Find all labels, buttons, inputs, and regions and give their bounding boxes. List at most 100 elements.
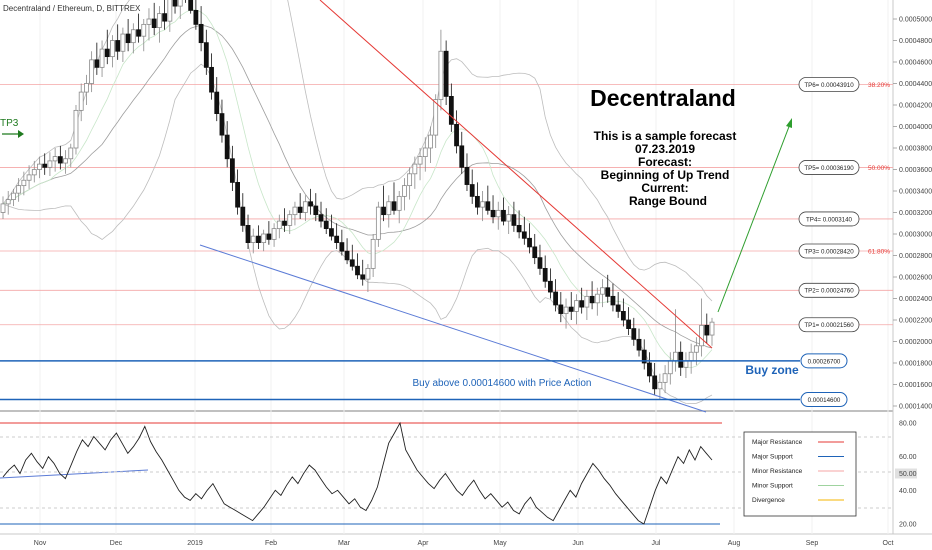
candle-body <box>673 351 678 362</box>
candle-body <box>485 201 491 211</box>
candle-body <box>125 33 131 44</box>
candle-body <box>349 259 355 267</box>
candle-body <box>454 123 459 147</box>
legend-label: Major Resistance <box>752 439 803 446</box>
candle-body <box>375 206 381 240</box>
forecast-line: This is a sample forecast <box>594 129 737 143</box>
candle-body <box>104 48 110 58</box>
candle-body <box>245 224 251 243</box>
tp3-arrow-label: TP3 <box>0 118 19 129</box>
candle-body <box>214 91 220 114</box>
moving-average <box>2 24 713 349</box>
candle-body <box>584 295 590 308</box>
fib-labels: 38.20% 50.00% 61.80% <box>868 82 890 256</box>
fib-label: 38.20% <box>868 82 890 89</box>
candle-body <box>256 235 261 243</box>
candle-body <box>594 293 600 304</box>
candle-body <box>600 287 605 295</box>
candle-body <box>229 158 235 183</box>
candle-body <box>459 145 465 168</box>
candle-body <box>631 328 637 340</box>
legend-label: Minor Resistance <box>752 468 803 475</box>
candle-body <box>47 160 53 168</box>
candle-body <box>276 220 282 230</box>
upper-band <box>2 0 713 302</box>
candle-body <box>438 50 444 101</box>
candle-body <box>0 203 6 213</box>
rsi-axis-label: 50.00 <box>899 471 917 478</box>
candle-body <box>636 338 642 351</box>
candle-body <box>521 231 527 239</box>
legend-box <box>743 431 857 517</box>
candle-body <box>31 169 37 176</box>
time-axis-label: Sep <box>806 540 819 547</box>
time-axis-label: Jun <box>572 540 583 547</box>
candle-body <box>11 192 16 200</box>
candle-body <box>16 185 22 194</box>
buy-zone-upper-callout: 0.00026700 <box>800 353 848 369</box>
candle-body <box>130 29 136 44</box>
tp-callout-text: TP1= 0.00021560 <box>804 322 854 329</box>
candle-body <box>615 304 621 312</box>
candle-body <box>355 265 360 276</box>
candle-body <box>428 134 433 149</box>
candle-body <box>94 59 100 68</box>
tp3-arrowhead <box>18 130 24 138</box>
tp-callout-box <box>798 243 860 259</box>
candle-body <box>219 113 225 136</box>
forecast-line: Forecast: <box>638 155 692 169</box>
candle-body <box>626 319 631 330</box>
candle-body <box>464 166 470 185</box>
time-axis-label: Apr <box>418 540 430 547</box>
time-axis-label: Dec <box>110 540 123 547</box>
callout-box <box>800 353 848 369</box>
candle-body <box>26 174 32 181</box>
candle-body <box>475 195 480 208</box>
candle-body <box>68 147 74 160</box>
rsi-axis: 80.00 60.00 50.00 40.00 20.00 <box>895 421 917 529</box>
tp-callouts: TP6= 0.00043910 TP5= 0.00036190 TP4= 0.000… <box>798 77 860 333</box>
candle-body <box>417 156 423 165</box>
tp-callout-box <box>798 160 860 175</box>
candle-body <box>136 29 141 37</box>
candle-body <box>657 381 663 390</box>
candle-body <box>699 324 704 347</box>
candle-body <box>292 206 298 216</box>
candle-body <box>329 228 334 237</box>
forecast-line: 07.23.2019 <box>635 142 695 156</box>
candle-body <box>391 201 397 211</box>
candle-body <box>605 287 611 297</box>
candle-body <box>42 163 48 168</box>
candle-body <box>344 250 350 261</box>
candle-body <box>334 235 340 243</box>
tp-callout-box <box>798 211 860 227</box>
legend-label: Divergence <box>752 497 785 504</box>
candle-body <box>501 209 506 222</box>
candle-body <box>297 206 303 213</box>
candle-body <box>323 220 329 230</box>
candle-body <box>443 50 449 97</box>
rsi-current-badge <box>895 468 917 479</box>
candle-body <box>433 99 439 136</box>
candle-body <box>209 66 214 93</box>
candle-body <box>271 228 277 240</box>
candle-body <box>516 224 522 233</box>
rsi-axis-label: 60.00 <box>899 454 917 461</box>
candle-body <box>110 40 115 58</box>
candle-body <box>620 310 626 321</box>
legend-label: Major Support <box>752 454 793 461</box>
candle-body <box>396 195 402 211</box>
candle-body <box>547 280 553 293</box>
